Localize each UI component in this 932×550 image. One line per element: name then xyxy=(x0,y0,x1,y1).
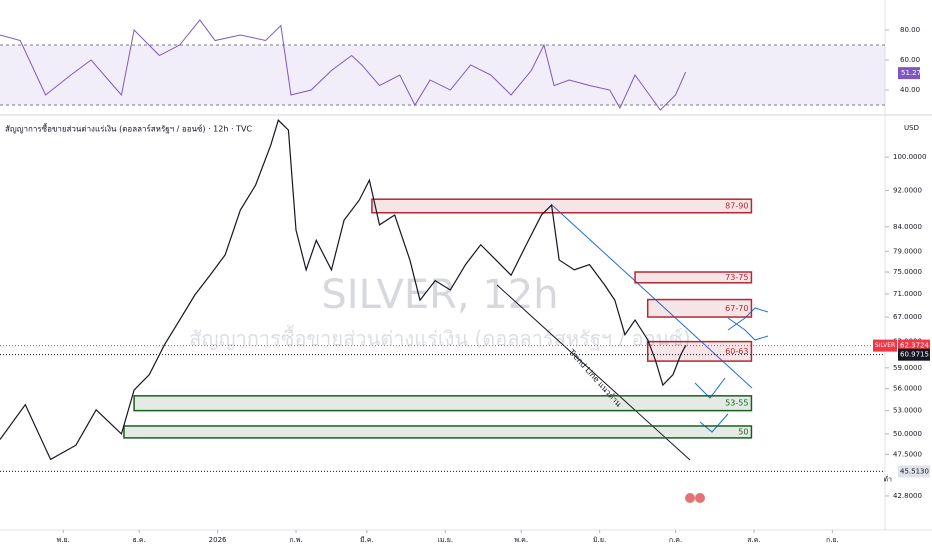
zone-label: 53-55 xyxy=(725,399,748,408)
x-tick-label: มี.ค. xyxy=(360,536,374,544)
y-tick-label: 75.0000 xyxy=(893,268,922,276)
y-tick-label: 84.0000 xyxy=(893,223,922,231)
chart-title: สัญญาการซื้อขายส่วนต่างแร่เงิน (ดอลลาร์ส… xyxy=(5,123,252,134)
y-tick-label: 47.5000 xyxy=(893,450,922,458)
zone xyxy=(646,298,753,318)
price-line xyxy=(0,19,687,111)
y-tick-label: 50.0000 xyxy=(893,430,922,438)
y-tick-label: 59.0000 xyxy=(893,364,922,372)
trend-line xyxy=(496,284,691,461)
y-tick-label: 67.0000 xyxy=(893,313,922,321)
rsi-band xyxy=(0,45,885,106)
watermark: SILVER, 12h xyxy=(321,272,558,318)
price-tag xyxy=(873,339,897,352)
y-tick-label: 56.0000 xyxy=(893,385,922,393)
zone-label: 73-75 xyxy=(725,273,748,282)
zone xyxy=(123,425,753,439)
y-tick-label: 42.8000 xyxy=(893,492,922,500)
price-tag-value: 62.3724 xyxy=(900,342,929,350)
x-tick-label: ก.ค. xyxy=(669,536,682,544)
y-tick-label: 80.00 xyxy=(900,26,920,34)
price-tag-name: SILVER xyxy=(875,342,895,349)
y-tick-label: 40.00 xyxy=(900,86,920,94)
price-line xyxy=(0,119,687,461)
logo xyxy=(685,493,705,503)
low-tag-name: ต่ำ xyxy=(884,474,893,483)
zone xyxy=(371,198,753,214)
y-tick-label: 92.0000 xyxy=(893,186,922,194)
zone-label: 60-63 xyxy=(725,347,748,356)
price-tag xyxy=(898,339,930,352)
x-tick-label: 2026 xyxy=(209,536,227,544)
y-tick-label: 79.0000 xyxy=(893,247,922,255)
zone-label: 87-90 xyxy=(725,201,748,210)
y-tick-label: 53.0000 xyxy=(893,407,922,415)
zone-label: 67-70 xyxy=(725,304,748,313)
x-tick-label: ก.พ. xyxy=(289,536,302,544)
x-tick-label: ธ.ค. xyxy=(132,536,145,544)
x-tick-label: พ.ย. xyxy=(57,536,70,544)
zone xyxy=(634,271,753,284)
y-tick-label: 71.0000 xyxy=(893,290,922,298)
rsi-tag xyxy=(898,67,920,80)
x-tick-label: มิ.ย. xyxy=(593,536,606,544)
currency: USD xyxy=(904,124,919,132)
y-tick-label: 100.0000 xyxy=(893,153,926,161)
zone xyxy=(646,340,753,362)
trend-line xyxy=(551,204,753,389)
y-tick-label: 60.00 xyxy=(900,56,920,64)
rsi-tag-value: 51.27 xyxy=(901,69,921,77)
watermark-subtitle: สัญญาการซื้อขายส่วนต่างแร่เงิน (ดอลลาร์ส… xyxy=(189,325,690,351)
x-tick-label: ก.ย. xyxy=(826,536,839,544)
x-tick-label: พ.ค. xyxy=(514,536,528,544)
zone xyxy=(133,395,753,412)
x-tick-label: ส.ค. xyxy=(747,536,760,544)
price-tag xyxy=(898,465,930,478)
arrows xyxy=(694,307,769,433)
price-tag-value: 60.9715 xyxy=(900,351,929,359)
price-tag xyxy=(898,348,930,361)
price-tag-value: 45.5130 xyxy=(900,467,929,475)
x-tick-label: เม.ย. xyxy=(438,536,454,544)
zone-label: 50 xyxy=(738,427,748,436)
